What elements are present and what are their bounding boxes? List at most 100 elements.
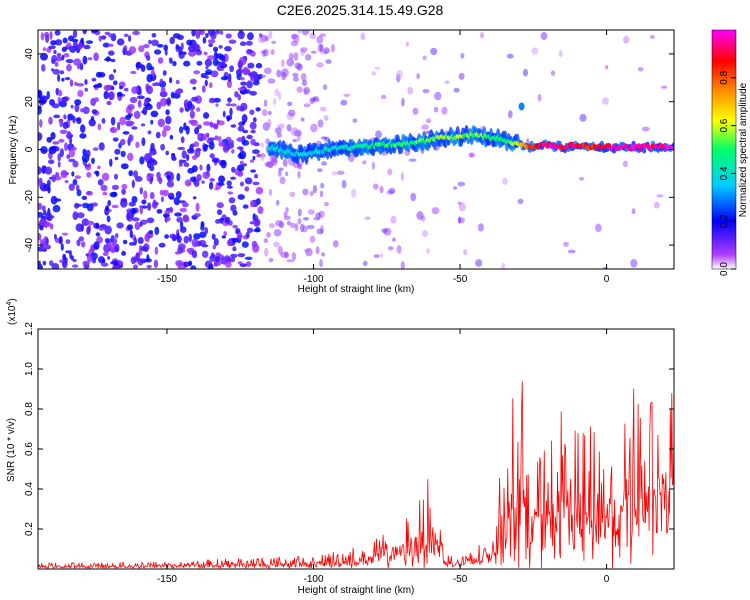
noise-blob [46, 179, 51, 187]
noise-blob [153, 259, 159, 268]
noise-blob [302, 217, 310, 221]
noise-blob [237, 87, 246, 91]
noise-blob [150, 119, 154, 125]
noise-blob [182, 214, 189, 220]
noise-blob [325, 59, 332, 64]
noise-blob [91, 157, 95, 164]
noise-blob [226, 185, 233, 189]
noise-blob [86, 171, 92, 178]
noise-blob [38, 106, 42, 115]
noise-blob [165, 109, 170, 116]
noise-blob [90, 116, 95, 121]
noise-blob [241, 241, 249, 248]
noise-blob [114, 173, 118, 180]
noise-blob [74, 99, 82, 106]
noise-blob [290, 127, 299, 136]
noise-blob [96, 236, 103, 244]
noise-blob [287, 101, 293, 107]
noise-blob [107, 256, 111, 260]
y-tick-label: 1.2 [24, 322, 35, 336]
noise-blob [52, 68, 61, 75]
noise-blob [244, 177, 253, 185]
noise-blob [76, 83, 85, 87]
noise-blob [162, 189, 169, 197]
noise-blob [223, 231, 227, 237]
noise-blob [188, 260, 193, 267]
noise-blob [373, 254, 380, 258]
noise-blob [108, 50, 115, 56]
noise-blob [131, 126, 138, 130]
noise-blob [252, 149, 260, 155]
noise-blob [579, 113, 587, 122]
noise-blob [72, 160, 79, 168]
noise-blob [123, 87, 129, 92]
noise-blob [97, 179, 104, 186]
noise-blob [323, 114, 329, 121]
noise-blob [392, 237, 396, 242]
noise-blob [116, 91, 123, 97]
noise-blob [199, 231, 207, 238]
noise-blob [211, 233, 216, 240]
noise-blob [225, 103, 232, 107]
noise-blob [166, 180, 174, 188]
colorbar-strip [711, 29, 737, 270]
noise-blob [217, 136, 222, 143]
noise-blob [44, 212, 53, 221]
noise-blob [311, 98, 320, 103]
noise-blob [110, 116, 116, 126]
noise-blob [38, 233, 42, 241]
noise-blob [242, 204, 249, 209]
noise-blob [51, 263, 60, 269]
noise-blob [144, 103, 153, 111]
noise-blob [433, 106, 439, 113]
noise-blob [309, 32, 316, 40]
noise-blob [116, 222, 124, 229]
noise-blob [86, 226, 91, 235]
noise-blob [477, 223, 484, 232]
noise-blob [39, 119, 43, 128]
noise-blob [232, 224, 238, 229]
noise-blob [67, 113, 74, 121]
noise-blob [98, 256, 105, 264]
noise-blob [241, 114, 248, 123]
noise-blob [305, 54, 312, 61]
noise-blob [430, 47, 438, 56]
noise-blob [185, 125, 190, 135]
noise-blob [50, 195, 58, 205]
noise-blob [180, 221, 184, 229]
noise-blob [177, 262, 182, 269]
noise-blob [222, 110, 226, 118]
noise-blob [282, 158, 288, 167]
noise-blob [204, 58, 213, 67]
noise-blob [422, 89, 430, 94]
noise-blob [72, 264, 79, 268]
noise-blob [65, 59, 74, 64]
noise-blob [364, 216, 371, 220]
noise-blob [62, 260, 68, 269]
noise-blob [426, 248, 430, 254]
noise-blob [457, 181, 466, 187]
noise-blob [143, 44, 150, 49]
noise-blob [540, 32, 548, 40]
noise-blob [149, 165, 155, 172]
noise-blob [550, 70, 556, 76]
noise-blob [215, 252, 221, 258]
noise-blob [76, 117, 82, 125]
noise-blob [501, 262, 505, 269]
noise-blob [179, 107, 184, 113]
noise-blob [352, 118, 358, 123]
signal-halo [612, 147, 617, 154]
noise-blob [264, 162, 270, 167]
noise-blob [183, 162, 190, 168]
noise-blob [57, 153, 61, 162]
noise-blob [122, 131, 130, 135]
noise-blob [133, 110, 141, 119]
noise-blob [74, 103, 80, 113]
y-tick-label: 1.0 [24, 362, 35, 376]
noise-blob [174, 90, 182, 94]
noise-blob [100, 184, 108, 192]
noise-blob [55, 39, 63, 46]
noise-blob [172, 33, 181, 39]
noise-blob [178, 46, 183, 56]
noise-blob [286, 259, 295, 263]
